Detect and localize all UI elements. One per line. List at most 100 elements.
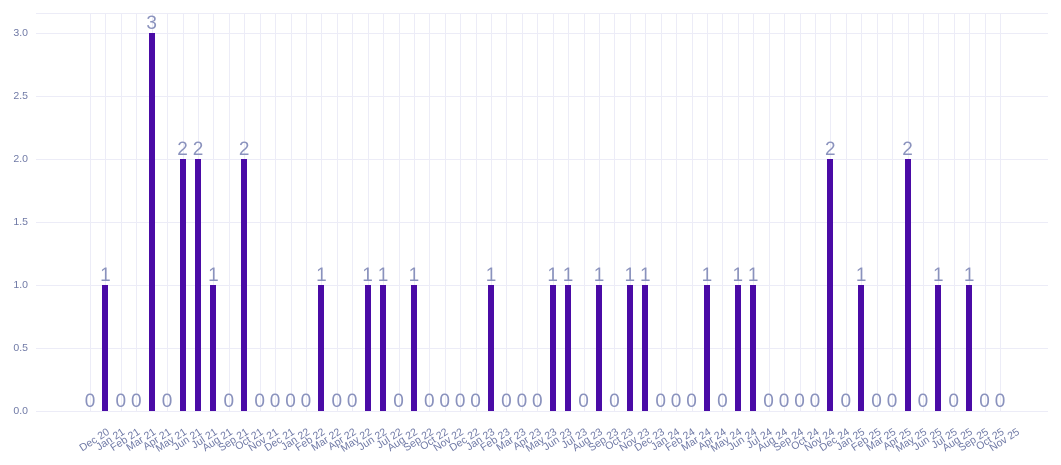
bar-value-label: 1 [362, 265, 373, 286]
bar-value-label: 0 [871, 391, 882, 412]
y-axis-label: 3.0 [13, 27, 28, 39]
bar-value-label: 3 [146, 13, 157, 34]
bar-value-label: 0 [331, 391, 343, 412]
bar [703, 285, 710, 411]
x-gridline [367, 13, 369, 411]
x-gridline [90, 13, 91, 411]
bar [565, 285, 572, 411]
bar-value-label: 0 [763, 391, 774, 412]
bar [179, 159, 186, 411]
bar-value-label: 1 [485, 265, 497, 286]
bar-value-label: 0 [794, 391, 805, 412]
x-gridline [552, 13, 554, 411]
bar-value-label: 1 [701, 265, 713, 286]
bar-value-label: 0 [516, 391, 528, 412]
y-axis-label: 2.0 [13, 153, 28, 165]
bar-value-label: 2 [177, 139, 188, 160]
bar [210, 285, 217, 411]
x-gridline [491, 13, 492, 411]
x-gridline [660, 13, 662, 411]
x-gridline [691, 13, 693, 411]
y-axis-label: 1.0 [13, 279, 28, 291]
bar-value-label: 0 [994, 391, 1006, 412]
y-axis-label: 0.5 [13, 342, 28, 354]
bar-value-label: 1 [747, 265, 759, 286]
y-gridline [36, 33, 1048, 34]
bar [488, 285, 494, 411]
y-gridline [36, 96, 1048, 97]
y-axis-label: 0.0 [13, 405, 28, 417]
bar [966, 285, 973, 411]
x-gridline [120, 13, 122, 411]
bar-value-label: 1 [640, 265, 651, 286]
bar-value-label: 0 [454, 391, 466, 412]
bar-value-label: 1 [624, 265, 636, 286]
x-gridline [583, 13, 585, 411]
y-gridline [36, 411, 1048, 412]
bar-value-label: 0 [948, 391, 959, 412]
x-gridline [105, 13, 107, 411]
bar-value-label: 1 [100, 265, 111, 286]
bar-value-label: 0 [670, 391, 682, 412]
x-gridline [892, 13, 893, 411]
x-gridline [722, 13, 724, 411]
bar-value-label: 0 [979, 391, 990, 412]
bar [858, 285, 865, 411]
x-gridline [506, 13, 508, 411]
bar-value-label: 0 [840, 391, 852, 412]
x-gridline [645, 13, 647, 411]
x-gridline [706, 13, 708, 411]
bar-value-label: 1 [208, 265, 219, 286]
bar [364, 285, 371, 411]
x-gridline [429, 13, 431, 411]
bar [410, 285, 417, 411]
bar-value-label: 0 [578, 391, 589, 412]
x-gridline [629, 13, 631, 411]
x-gridline [922, 13, 924, 411]
bar-value-label: 1 [547, 265, 558, 286]
bar-value-label: 0 [470, 391, 481, 412]
x-gridline [799, 13, 801, 411]
bar-value-label: 0 [424, 391, 435, 412]
x-gridline [861, 13, 863, 411]
bar-value-label: 0 [84, 391, 96, 412]
bar-value-label: 0 [269, 391, 281, 412]
x-gridline [336, 13, 338, 411]
bar [734, 285, 741, 411]
bar-value-label: 0 [501, 391, 512, 412]
bar-value-label: 1 [377, 265, 389, 286]
x-gridline [768, 13, 770, 411]
x-gridline [475, 13, 477, 411]
bar [750, 285, 757, 411]
bar-value-label: 1 [316, 265, 327, 286]
bar-value-label: 0 [532, 391, 543, 412]
x-gridline [213, 13, 215, 411]
bar [102, 285, 109, 411]
y-axis-label: 2.5 [13, 90, 28, 102]
bar-value-label: 0 [285, 391, 296, 412]
y-gridline [36, 285, 1048, 286]
bar [549, 285, 556, 411]
bar-value-label: 1 [732, 265, 744, 286]
bar-value-label: 2 [192, 139, 204, 160]
bar-value-label: 0 [300, 391, 312, 412]
bar-value-label: 0 [346, 391, 358, 412]
x-gridline [413, 13, 415, 411]
x-gridline [614, 13, 616, 411]
x-gridline [275, 13, 277, 411]
bar [904, 159, 911, 411]
bar-value-label: 1 [408, 265, 420, 286]
y-gridline [36, 159, 1048, 160]
x-gridline [167, 13, 169, 411]
x-gridline [814, 13, 816, 411]
x-gridline [228, 13, 230, 411]
bar-value-label: 2 [238, 139, 250, 160]
x-gridline [938, 13, 940, 411]
x-gridline [259, 13, 261, 411]
bar-value-label: 0 [686, 391, 697, 412]
x-gridline [984, 13, 986, 411]
x-gridline [352, 13, 354, 411]
y-axis-label: 1.5 [13, 216, 28, 228]
x-gridline [845, 13, 847, 411]
